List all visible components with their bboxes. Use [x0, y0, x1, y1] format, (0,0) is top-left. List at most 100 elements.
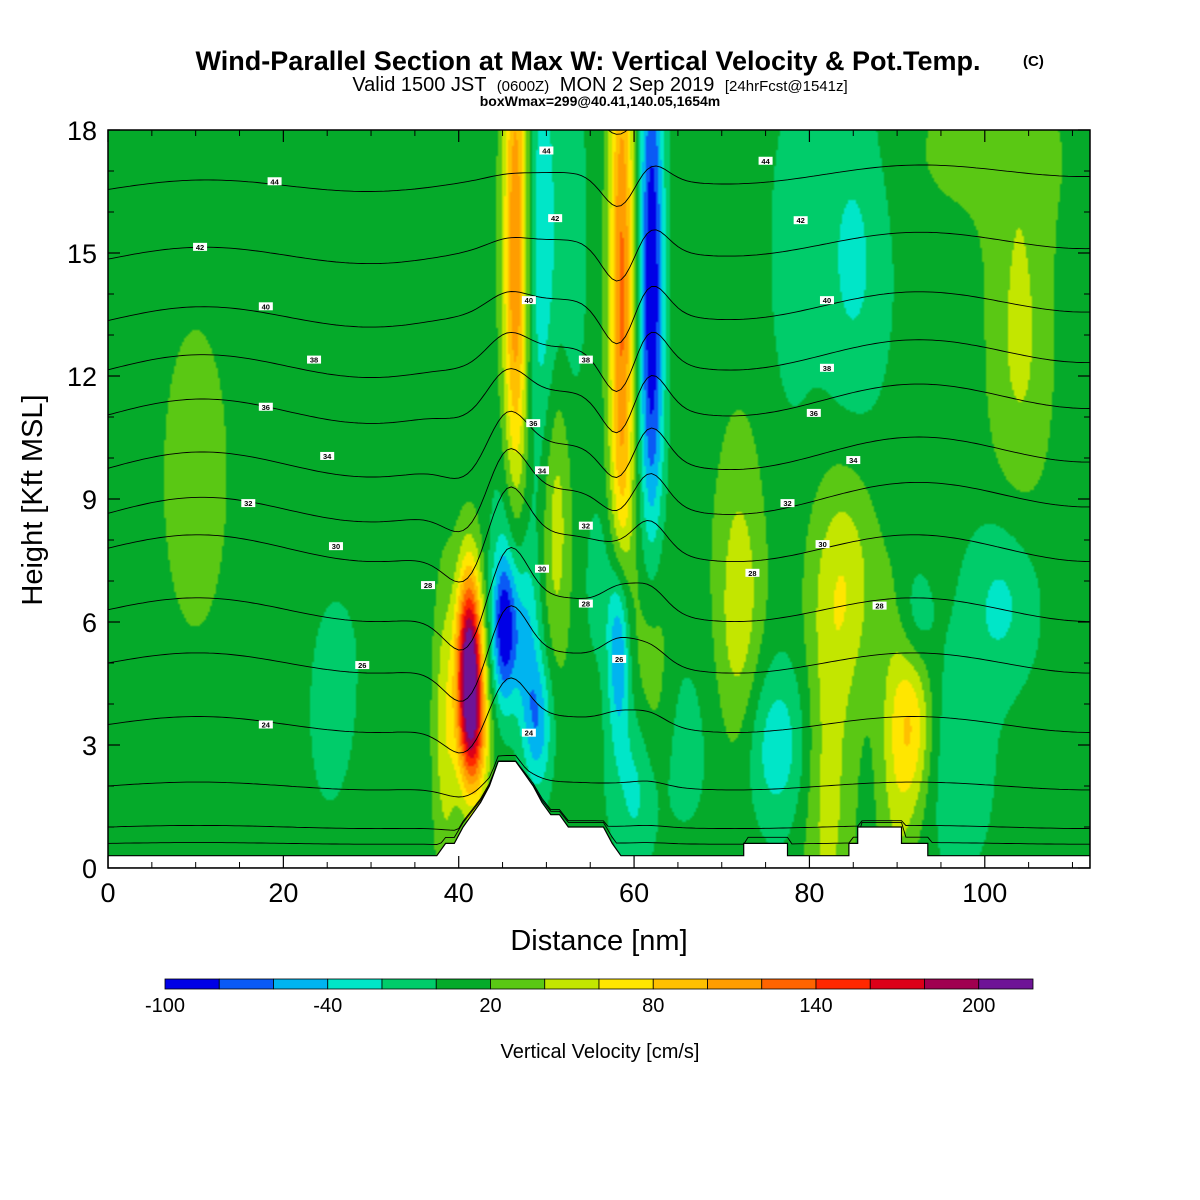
contour-label: 38 — [582, 356, 590, 365]
colorbar-swatch — [435, 978, 491, 990]
colorbar-swatch — [652, 978, 708, 990]
y-tick-label: 18 — [67, 116, 97, 146]
contour-label: 30 — [332, 542, 340, 551]
vertical-velocity-shading — [108, 130, 1090, 868]
contour-label: 36 — [810, 409, 818, 418]
x-tick-label: 20 — [268, 878, 298, 908]
contour-label: 34 — [323, 452, 332, 461]
isentrope-line — [108, 486, 1090, 583]
colorbar-tick-label: -100 — [145, 995, 185, 1017]
contour-label: 34 — [849, 456, 858, 465]
contour-label: 32 — [244, 499, 252, 508]
colorbar-tick-label: -40 — [313, 995, 342, 1017]
contour-label-box — [819, 363, 834, 372]
contour-label-box — [612, 654, 627, 663]
colorbar-tick-label: 20 — [479, 995, 501, 1017]
contour-label-box — [307, 355, 322, 364]
contour-label-box — [521, 728, 536, 737]
contour-label-box — [539, 146, 554, 155]
isentrope-line — [108, 605, 1090, 702]
contour-label: 40 — [262, 302, 270, 311]
y-tick-label: 15 — [67, 239, 97, 269]
x-tick-label: 40 — [444, 878, 474, 908]
isentrope-line — [108, 760, 1090, 831]
contour-label-box — [548, 214, 563, 223]
contour-label-box — [241, 499, 256, 508]
contour-label: 24 — [525, 729, 534, 738]
contour-label-box — [535, 564, 550, 573]
x-tick-label: 100 — [962, 878, 1007, 908]
potential-temperature-contours — [108, 130, 1090, 845]
colorbar-tick-label: 80 — [642, 995, 664, 1017]
contour-label: 28 — [748, 569, 756, 578]
contour-label-box — [806, 408, 821, 417]
contour-label-box — [320, 451, 335, 460]
y-tick-label: 3 — [82, 731, 97, 761]
contour-label: 44 — [270, 177, 279, 186]
contour-label-box — [526, 419, 541, 428]
y-tick-label: 9 — [82, 485, 97, 515]
terrain — [108, 760, 1090, 868]
contour-label: 40 — [823, 296, 831, 305]
contour-label: 42 — [796, 216, 804, 225]
colorbar-swatch — [978, 978, 1034, 990]
contour-label: 38 — [823, 364, 831, 373]
colorbar-label: Vertical Velocity [cm/s] — [501, 1041, 700, 1063]
colorbar-swatch — [598, 978, 654, 990]
valid-time-subtitle: Valid 1500 JST (0600Z) MON 2 Sep 2019 [2… — [352, 74, 847, 96]
contour-label-box — [846, 456, 861, 465]
x-axis-label: Distance [nm] — [510, 925, 687, 957]
isentrope-line — [108, 286, 1090, 345]
x-tick-label: 0 — [100, 878, 115, 908]
contour-label: 26 — [615, 655, 623, 664]
contour-label: 30 — [538, 565, 546, 574]
contour-label-box — [745, 568, 760, 577]
box-wmax-info: boxWmax=299@40.41,140.05,1654m — [480, 93, 721, 109]
y-tick-label: 6 — [82, 608, 97, 638]
contour-label: 44 — [761, 157, 770, 166]
contour-label-box — [258, 720, 273, 729]
forecast-info: [24hrFcst@1541z] — [725, 78, 848, 95]
contour-label-box — [815, 540, 830, 549]
contour-labels: 24 24 26 26 28 28 28 28 30 30 30 32 32 32 34 34 34 36 36 36… — [193, 146, 887, 738]
isentrope-line — [108, 448, 1090, 533]
colorbar-swatch — [924, 978, 980, 990]
contour-label: 36 — [529, 419, 537, 428]
contour-label: 28 — [582, 600, 590, 609]
contour-label-box — [578, 355, 593, 364]
valid-utc: (0600Z) — [497, 78, 550, 95]
contour-label: 30 — [818, 540, 826, 549]
contour-label-box — [758, 156, 773, 165]
contour-label: 34 — [538, 466, 547, 475]
contour-label: 24 — [262, 721, 271, 730]
contour-label-box — [267, 177, 282, 186]
colorbar-swatch — [707, 978, 763, 990]
contour-label-box — [328, 542, 343, 551]
valid-prefix: Valid 1500 JST — [352, 74, 486, 96]
contour-label-box — [819, 296, 834, 305]
colorbar-swatch — [815, 978, 871, 990]
contour-label: 38 — [310, 356, 318, 365]
contour-label-box — [793, 216, 808, 225]
contour-label: 32 — [582, 522, 590, 531]
chart-title: Wind-Parallel Section at Max W: Vertical… — [196, 46, 981, 76]
contour-label: 44 — [542, 147, 551, 156]
colorbar: -100 -40 20 80 140 200 — [145, 978, 1034, 1017]
y-tick-label: 12 — [67, 362, 97, 392]
contour-label-box — [193, 242, 208, 251]
contour-label-box — [578, 521, 593, 530]
contour-label-box — [258, 302, 273, 311]
contour-label: 42 — [196, 243, 204, 252]
contour-label-box — [521, 296, 536, 305]
contour-label-box — [421, 581, 436, 590]
colorbar-swatch — [869, 978, 925, 990]
contour-label-box — [780, 499, 795, 508]
isentrope-line — [108, 331, 1090, 392]
colorbar-swatch — [381, 978, 437, 990]
colorbar-swatch — [544, 978, 600, 990]
isentrope-line — [108, 762, 1090, 845]
colorbar-swatch — [273, 978, 329, 990]
contour-label: 42 — [551, 214, 559, 223]
